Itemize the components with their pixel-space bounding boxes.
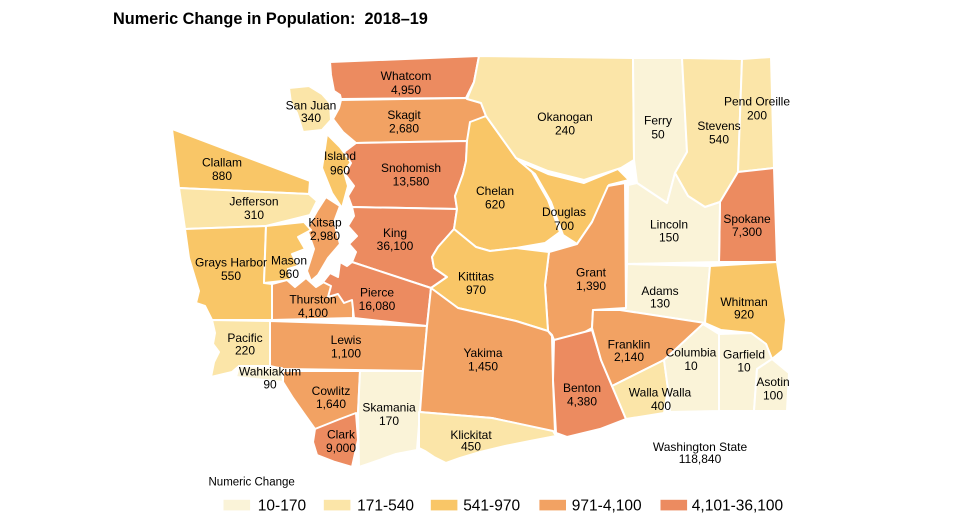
svg-text:Chelan: Chelan <box>476 184 514 198</box>
svg-text:310: 310 <box>244 208 264 222</box>
svg-text:16,080: 16,080 <box>359 299 396 313</box>
svg-text:220: 220 <box>235 344 255 358</box>
svg-text:1,390: 1,390 <box>576 279 606 293</box>
svg-text:9,000: 9,000 <box>326 441 356 455</box>
svg-text:Grant: Grant <box>576 266 607 280</box>
svg-text:San Juan: San Juan <box>286 99 337 113</box>
svg-text:Cowlitz: Cowlitz <box>312 384 351 398</box>
svg-text:10: 10 <box>684 359 698 373</box>
svg-text:1,450: 1,450 <box>468 360 498 374</box>
svg-text:Garfield: Garfield <box>723 348 765 362</box>
svg-text:Snohomish: Snohomish <box>381 161 441 175</box>
svg-text:13,580: 13,580 <box>393 175 430 189</box>
svg-text:Thurston: Thurston <box>289 293 336 307</box>
svg-text:960: 960 <box>330 164 350 178</box>
svg-text:Washington State: Washington State <box>653 440 748 454</box>
svg-text:Island: Island <box>324 149 356 163</box>
svg-text:Lincoln: Lincoln <box>650 218 688 232</box>
svg-text:Yakima: Yakima <box>463 346 502 360</box>
svg-text:Franklin: Franklin <box>608 338 651 352</box>
svg-text:541-970: 541-970 <box>463 498 520 515</box>
svg-text:2,140: 2,140 <box>614 350 644 364</box>
svg-text:4,380: 4,380 <box>567 395 597 409</box>
svg-text:Ferry: Ferry <box>644 114 672 128</box>
svg-text:Pacific: Pacific <box>227 331 262 345</box>
svg-text:200: 200 <box>747 109 767 123</box>
svg-text:4,100: 4,100 <box>298 306 328 320</box>
svg-text:Numeric Change: Numeric Change <box>209 477 295 489</box>
svg-text:Kitsap: Kitsap <box>308 216 342 230</box>
svg-text:Lewis: Lewis <box>331 333 362 347</box>
svg-text:171-540: 171-540 <box>357 498 414 515</box>
svg-text:4,101-36,100: 4,101-36,100 <box>692 498 784 515</box>
svg-text:Grays Harbor: Grays Harbor <box>195 256 267 270</box>
svg-text:4,950: 4,950 <box>391 83 421 97</box>
svg-text:400: 400 <box>651 399 671 413</box>
svg-text:Pierce: Pierce <box>360 286 394 300</box>
svg-text:100: 100 <box>763 389 783 403</box>
svg-text:540: 540 <box>709 133 729 147</box>
svg-text:Spokane: Spokane <box>723 212 771 226</box>
svg-text:240: 240 <box>555 124 575 138</box>
svg-text:Wahkiakum: Wahkiakum <box>239 365 301 379</box>
svg-text:1,100: 1,100 <box>331 347 361 361</box>
svg-text:Clark: Clark <box>327 428 356 442</box>
svg-text:Jefferson: Jefferson <box>229 195 278 209</box>
svg-text:Benton: Benton <box>563 381 601 395</box>
svg-text:700: 700 <box>554 219 574 233</box>
svg-text:50: 50 <box>651 128 665 142</box>
svg-text:Kittitas: Kittitas <box>458 270 494 284</box>
svg-text:Asotin: Asotin <box>756 375 789 389</box>
svg-text:2,980: 2,980 <box>310 229 340 243</box>
svg-text:340: 340 <box>301 111 321 125</box>
svg-text:36,100: 36,100 <box>377 239 414 253</box>
svg-text:620: 620 <box>485 198 505 212</box>
svg-text:Walla Walla: Walla Walla <box>629 386 692 400</box>
svg-text:Clallam: Clallam <box>202 156 242 170</box>
svg-text:Whitman: Whitman <box>720 295 767 309</box>
svg-text:Adams: Adams <box>641 284 678 298</box>
svg-text:960: 960 <box>279 267 299 281</box>
svg-text:130: 130 <box>650 297 670 311</box>
svg-text:170: 170 <box>379 414 399 428</box>
svg-text:971-4,100: 971-4,100 <box>572 498 642 515</box>
svg-text:Klickitat: Klickitat <box>450 428 492 442</box>
svg-text:90: 90 <box>263 378 277 392</box>
svg-text:880: 880 <box>212 169 232 183</box>
svg-text:Okanogan: Okanogan <box>537 110 592 124</box>
svg-text:970: 970 <box>466 283 486 297</box>
svg-text:7,300: 7,300 <box>732 225 762 239</box>
svg-text:2,680: 2,680 <box>389 122 419 136</box>
svg-text:Skagit: Skagit <box>387 108 421 122</box>
svg-text:550: 550 <box>221 269 241 283</box>
svg-text:1,640: 1,640 <box>316 397 346 411</box>
svg-text:Numeric Change in Population:: Numeric Change in Population: 2018–19 <box>113 10 428 28</box>
svg-text:118,840: 118,840 <box>679 452 722 466</box>
svg-text:King: King <box>383 226 407 240</box>
svg-text:Columbia: Columbia <box>666 346 717 360</box>
svg-text:10: 10 <box>737 361 751 375</box>
svg-text:450: 450 <box>461 440 481 454</box>
svg-text:Douglas: Douglas <box>542 205 586 219</box>
svg-text:Stevens: Stevens <box>697 119 740 133</box>
svg-text:Whatcom: Whatcom <box>381 69 432 83</box>
svg-text:920: 920 <box>734 308 754 322</box>
svg-text:Mason: Mason <box>271 254 307 268</box>
svg-text:150: 150 <box>659 231 679 245</box>
svg-text:Pend Oreille: Pend Oreille <box>724 95 790 109</box>
svg-text:Skamania: Skamania <box>362 401 416 415</box>
svg-text:10-170: 10-170 <box>258 498 307 515</box>
